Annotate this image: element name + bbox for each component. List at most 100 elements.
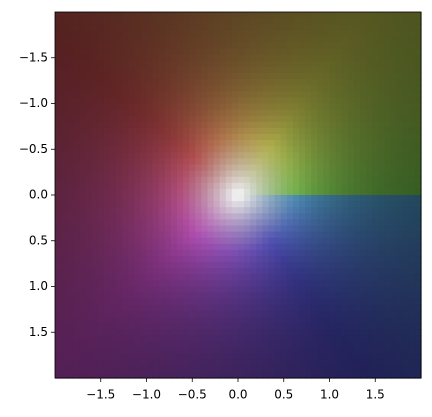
image-cell [225, 103, 233, 111]
image-cell [231, 280, 239, 288]
image-cell [170, 152, 178, 159]
image-cell [335, 66, 343, 74]
image-cell [79, 323, 87, 330]
image-cell [341, 329, 349, 336]
image-cell [250, 225, 257, 233]
image-cell [97, 268, 105, 275]
image-cell [286, 54, 294, 62]
image-cell [85, 359, 93, 367]
image-cell [231, 12, 239, 19]
image-cell [378, 365, 385, 373]
image-cell [128, 103, 135, 111]
image-cell [268, 195, 276, 202]
image-cell [244, 176, 251, 184]
image-cell [262, 36, 270, 44]
image-cell [146, 274, 154, 281]
image-cell [134, 292, 141, 300]
image-cell [170, 66, 178, 74]
image-cell [396, 30, 404, 37]
image-cell [305, 140, 312, 147]
image-cell [225, 91, 233, 98]
image-cell [353, 79, 361, 86]
image-cell [103, 317, 111, 324]
image-cell [329, 18, 337, 25]
image-cell [55, 359, 62, 367]
image-cell [201, 152, 209, 159]
image-cell [341, 97, 349, 105]
image-cell [85, 170, 93, 178]
image-cell [256, 115, 263, 123]
image-cell [177, 146, 184, 153]
image-cell [158, 158, 166, 166]
image-cell [177, 12, 184, 19]
image-cell [67, 188, 74, 196]
image-cell [195, 310, 202, 318]
image-cell [408, 85, 416, 92]
image-cell [189, 60, 196, 68]
image-cell [140, 121, 148, 129]
image-cell [103, 243, 111, 251]
image-cell [402, 158, 410, 166]
image-cell [335, 127, 343, 135]
image-cell [177, 335, 184, 342]
image-cell [360, 341, 367, 349]
image-cell [347, 36, 355, 44]
image-cell [372, 304, 379, 312]
image-cell [67, 73, 74, 80]
image-cell [378, 164, 385, 172]
image-cell [55, 365, 62, 373]
image-cell [250, 371, 257, 379]
image-cell [286, 298, 294, 306]
image-cell [244, 207, 251, 214]
image-cell [317, 140, 324, 147]
image-cell [262, 280, 270, 288]
image-cell [116, 268, 123, 275]
image-cell [372, 359, 379, 367]
image-cell [219, 12, 227, 19]
image-cell [299, 298, 306, 306]
image-cell [256, 298, 263, 306]
image-cell [286, 237, 294, 245]
image-cell [177, 170, 184, 178]
image-cell [317, 188, 324, 196]
image-cell [201, 36, 209, 44]
image-cell [207, 371, 215, 379]
y-tick-label: −1.5 [19, 50, 48, 64]
image-cell [213, 213, 221, 220]
image-cell [329, 231, 337, 239]
image-cell [353, 304, 361, 312]
image-cell [317, 201, 324, 208]
image-cell [408, 30, 416, 37]
image-cell [97, 36, 105, 44]
y-tick-label: 1.0 [29, 279, 48, 293]
image-cell [183, 152, 190, 159]
image-cell [384, 182, 392, 190]
image-cell [384, 24, 392, 31]
image-cell [317, 121, 324, 129]
image-cell [109, 176, 117, 184]
image-cell [158, 73, 166, 80]
image-cell [55, 371, 62, 379]
image-cell [402, 48, 410, 56]
image-cell [311, 365, 318, 373]
image-cell [396, 103, 404, 111]
image-cell [408, 188, 416, 196]
image-cell [134, 195, 141, 202]
image-cell [207, 323, 215, 330]
image-cell [164, 42, 172, 50]
image-cell [353, 134, 361, 141]
image-cell [305, 134, 312, 141]
image-cell [347, 329, 355, 336]
image-cell [372, 256, 379, 263]
image-cell [122, 91, 129, 98]
image-cell [353, 353, 361, 361]
image-cell [274, 286, 282, 294]
image-cell [91, 36, 99, 44]
image-cell [152, 268, 160, 275]
image-cell [91, 164, 99, 172]
image-cell [280, 79, 288, 86]
image-cell [390, 371, 398, 379]
image-cell [164, 237, 172, 245]
image-cell [134, 182, 141, 190]
image-cell [61, 335, 68, 342]
